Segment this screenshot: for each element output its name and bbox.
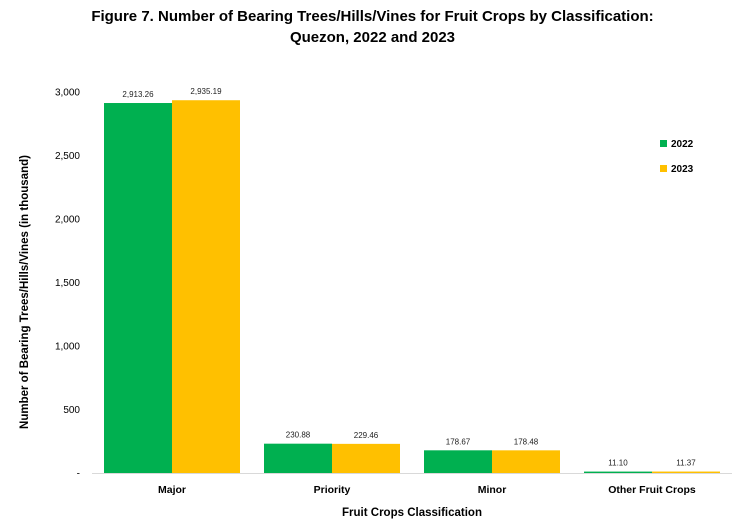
y-tick-label: 1,000 <box>55 342 80 353</box>
bar-2023-priority <box>332 443 400 473</box>
y-tick-label: 500 <box>63 405 80 416</box>
y-tick-label: 3,000 <box>55 88 80 99</box>
chart-title: Figure 7. Number of Bearing Trees/Hills/… <box>91 8 654 25</box>
y-axis-title: Number of Bearing Trees/Hills/Vines (in … <box>19 155 31 429</box>
bar-2022-other-fruit-crops <box>584 471 652 473</box>
legend-swatch-2022 <box>660 140 667 147</box>
legend-label: 2023 <box>671 164 694 175</box>
chart-subtitle: Quezon, 2022 and 2023 <box>289 29 456 46</box>
bar-2022-minor <box>424 450 492 473</box>
x-axis-title: Fruit Crops Classification <box>342 507 482 519</box>
x-tick-label: Major <box>158 484 186 496</box>
data-label: 11.10 <box>608 459 628 468</box>
y-tick-label: - <box>77 469 80 480</box>
bar-2022-major <box>104 103 172 473</box>
bar-2023-major <box>172 100 240 474</box>
x-tick-label: Priority <box>314 484 351 496</box>
x-axis: Major Priority Minor Other Fruit Crops <box>92 473 732 496</box>
legend-swatch-2023 <box>660 165 667 172</box>
chart-title-block: Figure 7. Number of Bearing Trees/Hills/… <box>0 6 745 48</box>
x-tick-label: Minor <box>478 484 507 496</box>
data-label: 178.67 <box>446 437 471 446</box>
bar-2023-other-fruit-crops <box>652 471 720 473</box>
x-tick-label: Other Fruit Crops <box>608 484 696 496</box>
bars-group: 2,913.26 2,935.19 230.88 229.46 178.67 178.48… <box>104 87 720 474</box>
data-label: 11.37 <box>676 459 696 468</box>
y-tick-label: 2,000 <box>55 215 80 226</box>
data-label: 178.48 <box>514 437 539 446</box>
data-label: 230.88 <box>286 431 311 440</box>
data-label: 2,913.26 <box>122 90 154 99</box>
y-tick-label: 2,500 <box>55 151 80 162</box>
y-tick-label: 1,500 <box>55 278 80 289</box>
y-axis: - 500 1,000 1,500 2,000 2,500 3,000 <box>55 88 80 480</box>
bar-2022-priority <box>264 443 332 473</box>
data-label: 229.46 <box>354 431 379 440</box>
bar-2023-minor <box>492 450 560 473</box>
legend-label: 2022 <box>671 139 694 150</box>
legend: 2022 2023 <box>660 139 694 175</box>
data-label: 2,935.19 <box>190 87 222 96</box>
